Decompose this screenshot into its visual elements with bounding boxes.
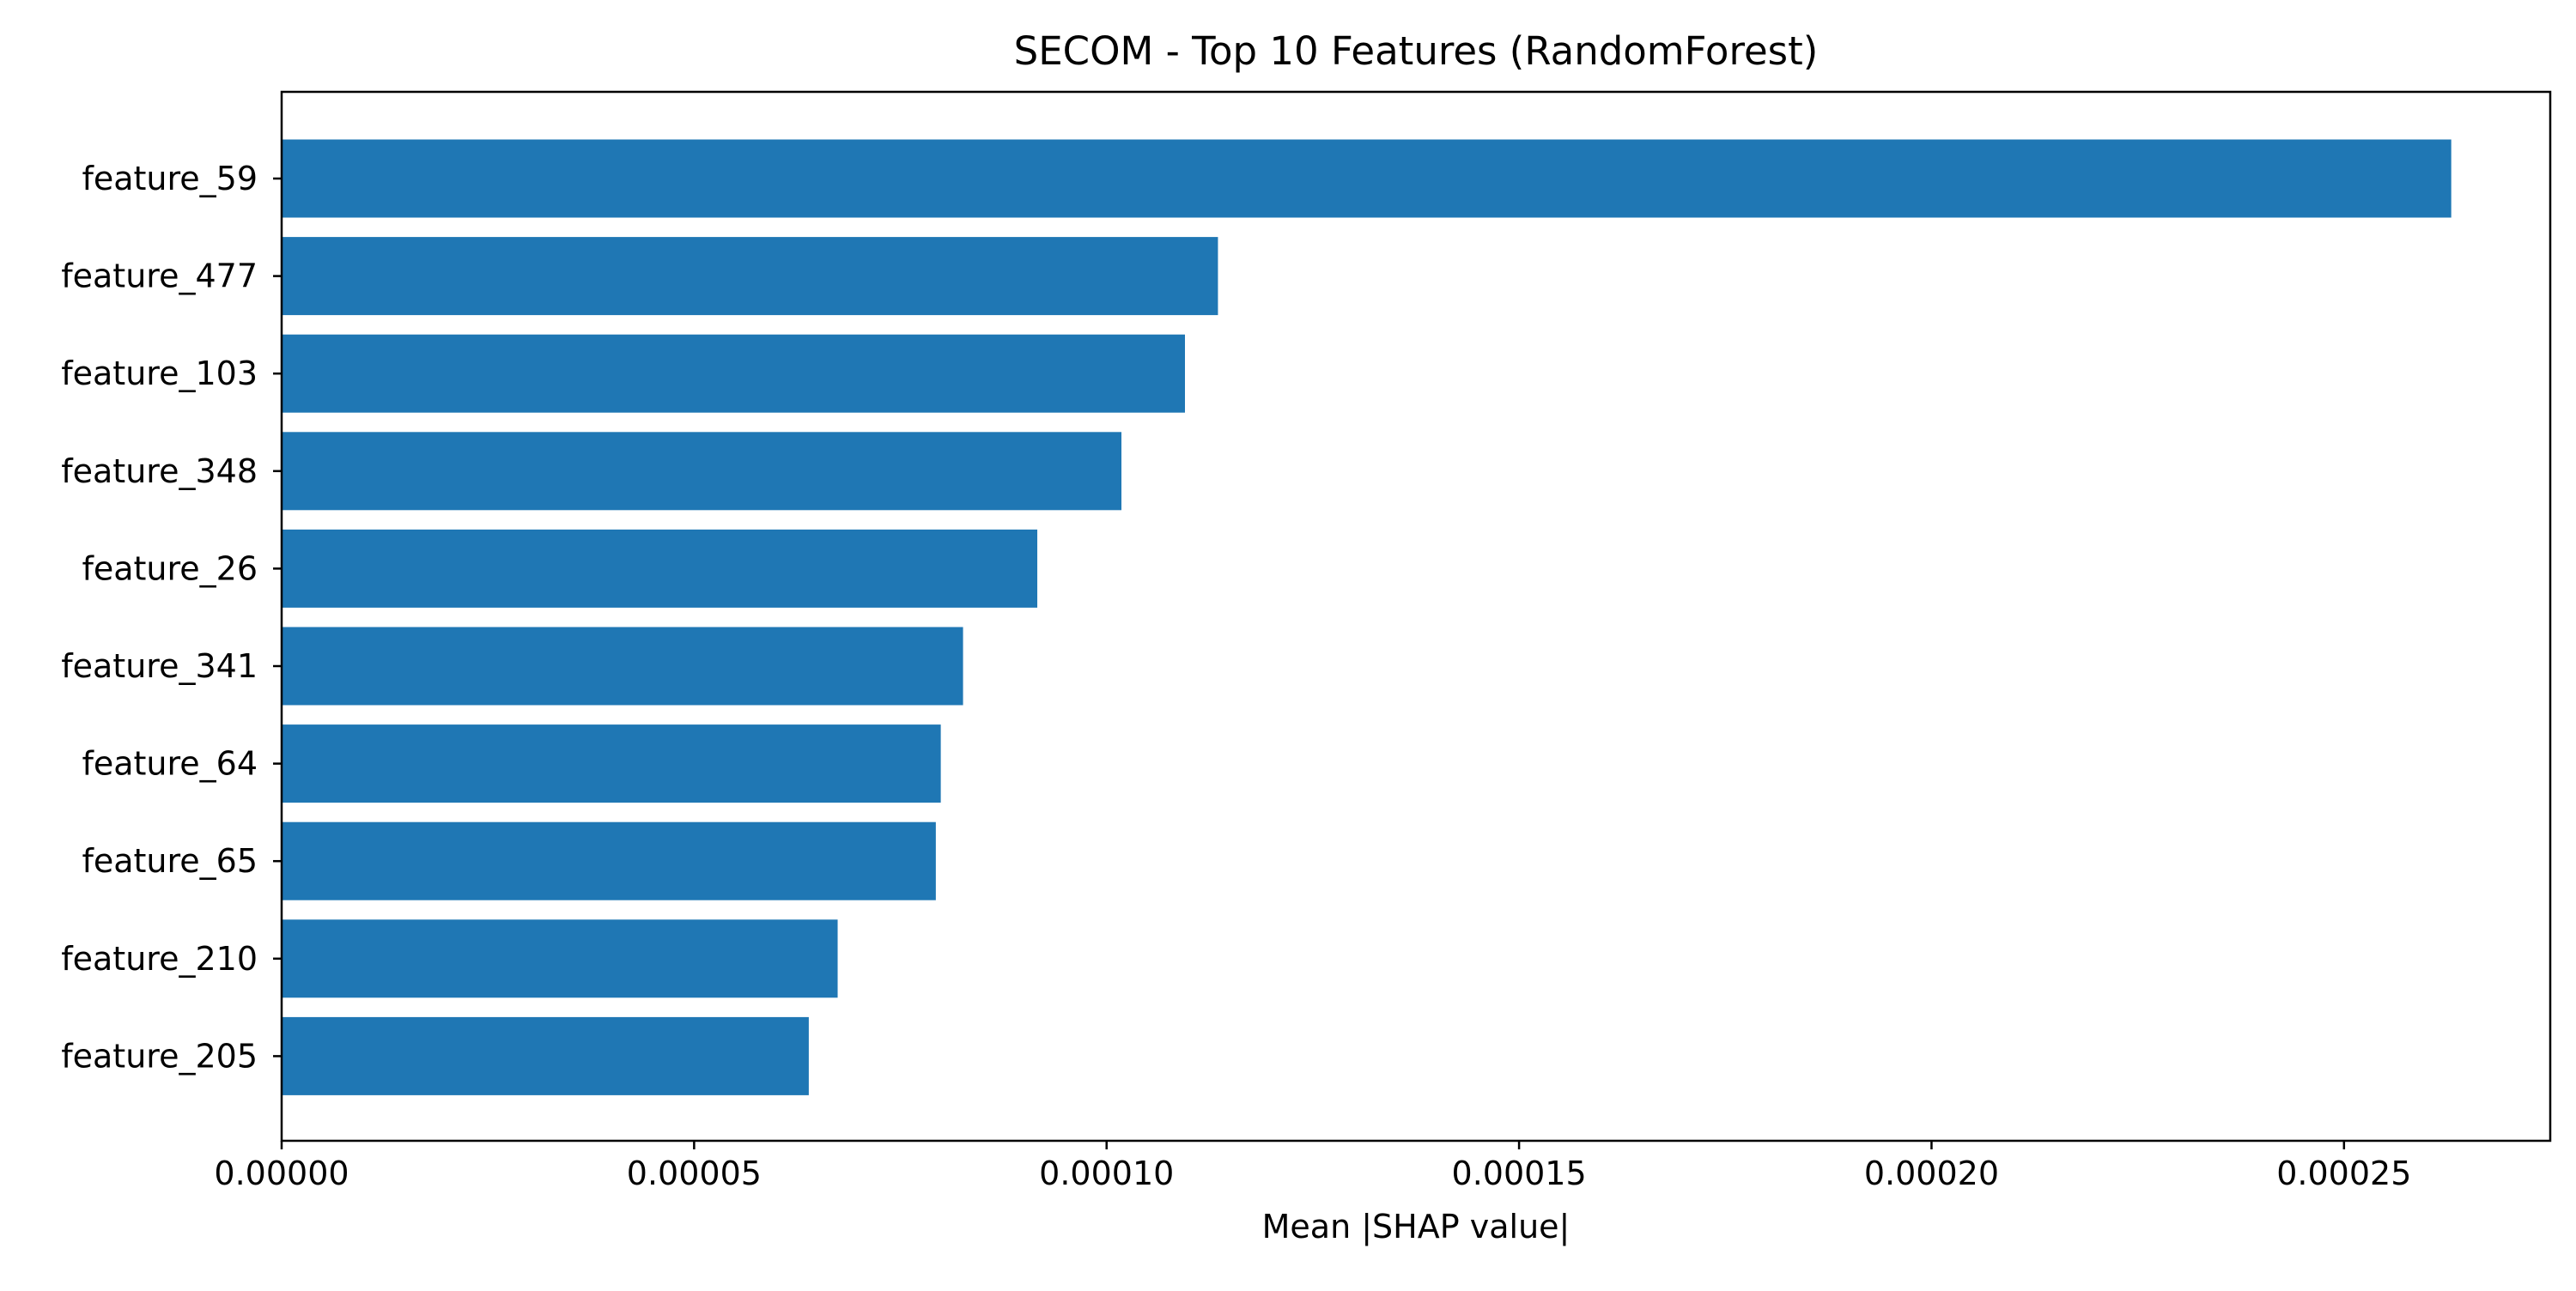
bar-feature_348 <box>282 432 1122 511</box>
y-tick-label: feature_341 <box>61 647 258 685</box>
bar-feature_205 <box>282 1016 809 1095</box>
y-tick-label: feature_477 <box>61 258 258 295</box>
bar-feature_341 <box>282 627 963 706</box>
y-tick-label: feature_103 <box>61 355 258 392</box>
y-tick-label: feature_210 <box>61 940 258 978</box>
y-tick-label: feature_65 <box>82 842 258 880</box>
x-tick-label: 0.00025 <box>2276 1155 2411 1192</box>
bar-feature_210 <box>282 919 838 998</box>
x-tick-label: 0.00015 <box>1452 1155 1587 1192</box>
y-tick-label: feature_64 <box>82 745 258 783</box>
bar-feature_477 <box>282 237 1218 316</box>
bar-feature_26 <box>282 529 1038 608</box>
plot-frame <box>280 90 2552 1143</box>
bar-feature_64 <box>282 724 941 803</box>
chart-title: SECOM - Top 10 Features (RandomForest) <box>1014 28 1819 74</box>
y-tick-label: feature_348 <box>61 452 258 490</box>
y-tick-label: feature_205 <box>61 1037 258 1075</box>
x-axis: 0.00000 0.00005 0.00010 0.00015 0.00020 0.000… <box>214 1141 2411 1192</box>
y-tick-label: feature_59 <box>82 160 258 197</box>
x-tick-label: 0.00020 <box>1864 1155 1999 1192</box>
x-tick-label: 0.00005 <box>627 1155 762 1192</box>
bar-feature_59 <box>282 139 2451 218</box>
x-axis-label: Mean |SHAP value| <box>1262 1208 1571 1246</box>
x-tick-label: 0.00000 <box>214 1155 349 1192</box>
y-axis: feature_59 feature_477 feature_103 feature_… <box>61 160 282 1075</box>
bars-layer <box>282 139 2451 1095</box>
bar-feature_103 <box>282 334 1185 413</box>
x-tick-label: 0.00010 <box>1039 1155 1174 1192</box>
bar-feature_65 <box>282 821 936 900</box>
y-tick-label: feature_26 <box>82 549 258 587</box>
